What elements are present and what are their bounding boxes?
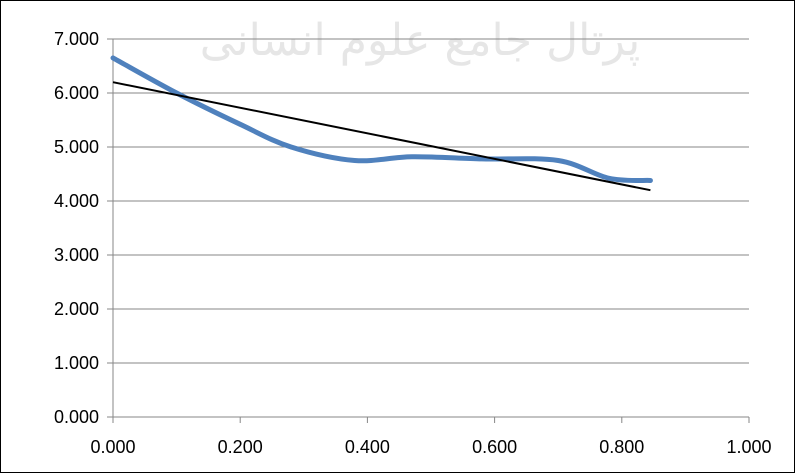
tick-labels: 0.000 1.000 2.000 3.000 4.000 5.000 6.000 7.000… [54, 29, 772, 457]
y-tick-label: 4.000 [54, 191, 99, 211]
y-tick-label: 7.000 [54, 29, 99, 49]
x-tick-label: 1.000 [726, 437, 771, 457]
series-group [110, 55, 653, 192]
x-tick-label: 0.400 [345, 437, 390, 457]
y-tick-label: 6.000 [54, 83, 99, 103]
series-line-data [110, 55, 653, 184]
series-line-trendline [112, 81, 651, 192]
x-tick-label: 0.800 [599, 437, 644, 457]
y-tick-label: 5.000 [54, 137, 99, 157]
x-tick-label: 0.600 [472, 437, 517, 457]
x-tick-label: 0.000 [90, 437, 135, 457]
watermark-logo: پرتال جامع علوم انسانی [200, 15, 641, 66]
y-tick-label: 0.000 [54, 407, 99, 427]
gridlines [113, 38, 749, 364]
y-tick-label: 2.000 [54, 299, 99, 319]
y-tick-label: 1.000 [54, 353, 99, 373]
y-tick-label: 3.000 [54, 245, 99, 265]
axes [107, 38, 750, 423]
x-tick-label: 0.200 [218, 437, 263, 457]
